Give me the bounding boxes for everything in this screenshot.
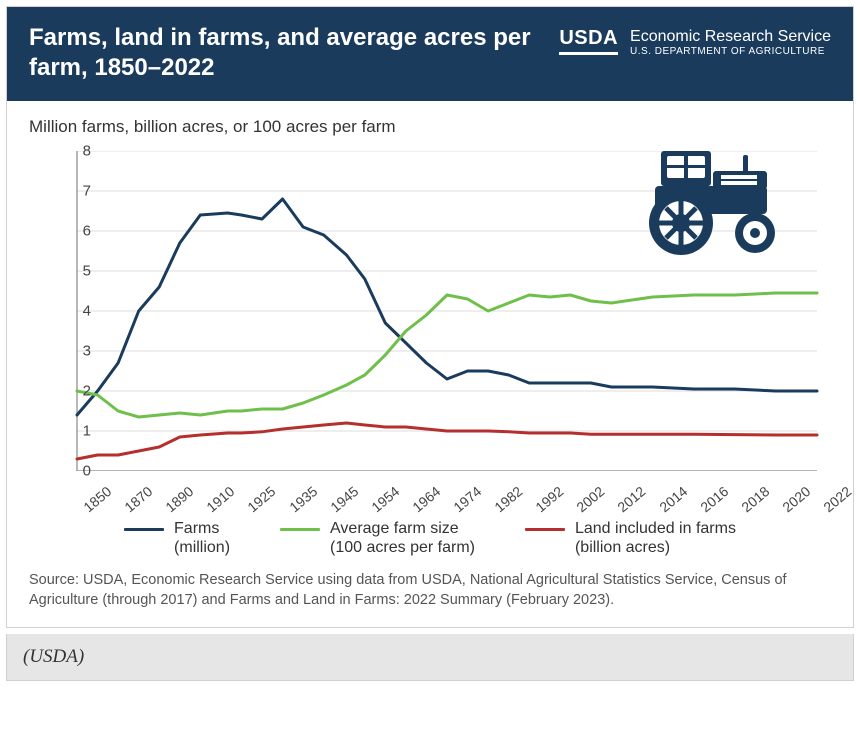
y-axis-label: Million farms, billion acres, or 100 acr… [29, 117, 831, 137]
x-tick-label: 1935 [286, 483, 320, 515]
chart-body: Million farms, billion acres, or 100 acr… [7, 101, 853, 517]
y-tick-label: 8 [71, 143, 91, 160]
x-tick-label: 2022 [820, 483, 854, 515]
x-tick-label: 1870 [121, 483, 155, 515]
x-tick-label: 2012 [615, 483, 649, 515]
usda-wordmark: USDA [559, 27, 618, 55]
x-tick-label: 1982 [491, 483, 525, 515]
chart-legend: Farms (million) Average farm size (100 a… [7, 517, 853, 571]
source-note: Source: USDA, Economic Research Service … [7, 571, 853, 626]
y-tick-label: 1 [71, 423, 91, 440]
legend-item-avg-size: Average farm size (100 acres per farm) [280, 519, 475, 557]
x-tick-label: 2018 [738, 483, 772, 515]
x-tick-label: 1974 [450, 483, 484, 515]
card-header: Farms, land in farms, and average acres … [7, 7, 853, 101]
usda-logo-block: USDA Economic Research Service U.S. DEPA… [559, 23, 831, 58]
x-tick-label: 1945 [327, 483, 361, 515]
y-tick-label: 4 [71, 303, 91, 320]
legend-item-farms: Farms (million) [124, 519, 230, 557]
x-tick-label: 1964 [409, 483, 443, 515]
y-tick-label: 6 [71, 223, 91, 240]
y-tick-label: 2 [71, 383, 91, 400]
y-tick-label: 7 [71, 183, 91, 200]
legend-item-land: Land included in farms (billion acres) [525, 519, 736, 557]
image-caption: (USDA) [6, 634, 854, 681]
x-tick-label: 1850 [80, 483, 114, 515]
legend-label: Land included in farms (billion acres) [575, 519, 736, 557]
ers-text-block: Economic Research Service U.S. DEPARTMEN… [630, 27, 831, 58]
x-tick-label: 2002 [574, 483, 608, 515]
ers-title: Economic Research Service [630, 27, 831, 46]
x-tick-label: 1992 [533, 483, 567, 515]
x-tick-label: 1954 [368, 483, 402, 515]
y-tick-label: 3 [71, 343, 91, 360]
legend-swatch [525, 528, 565, 531]
x-tick-label: 1890 [163, 483, 197, 515]
plot-wrap: 012345678 185018701890191019251935194519… [39, 141, 831, 511]
x-tick-label: 2014 [656, 483, 690, 515]
x-tick-label: 1925 [245, 483, 279, 515]
legend-swatch [280, 528, 320, 531]
y-tick-label: 0 [71, 463, 91, 480]
x-tick-label: 2016 [697, 483, 731, 515]
x-tick-label: 2020 [779, 483, 813, 515]
legend-label: Farms (million) [174, 519, 230, 557]
tractor-icon [621, 141, 791, 261]
y-tick-label: 5 [71, 263, 91, 280]
x-tick-label: 1910 [204, 483, 238, 515]
chart-title: Farms, land in farms, and average acres … [29, 23, 549, 83]
legend-swatch [124, 528, 164, 531]
legend-label: Average farm size (100 acres per farm) [330, 519, 475, 557]
ers-subtitle: U.S. DEPARTMENT OF AGRICULTURE [630, 46, 831, 58]
chart-card: Farms, land in farms, and average acres … [6, 6, 854, 628]
